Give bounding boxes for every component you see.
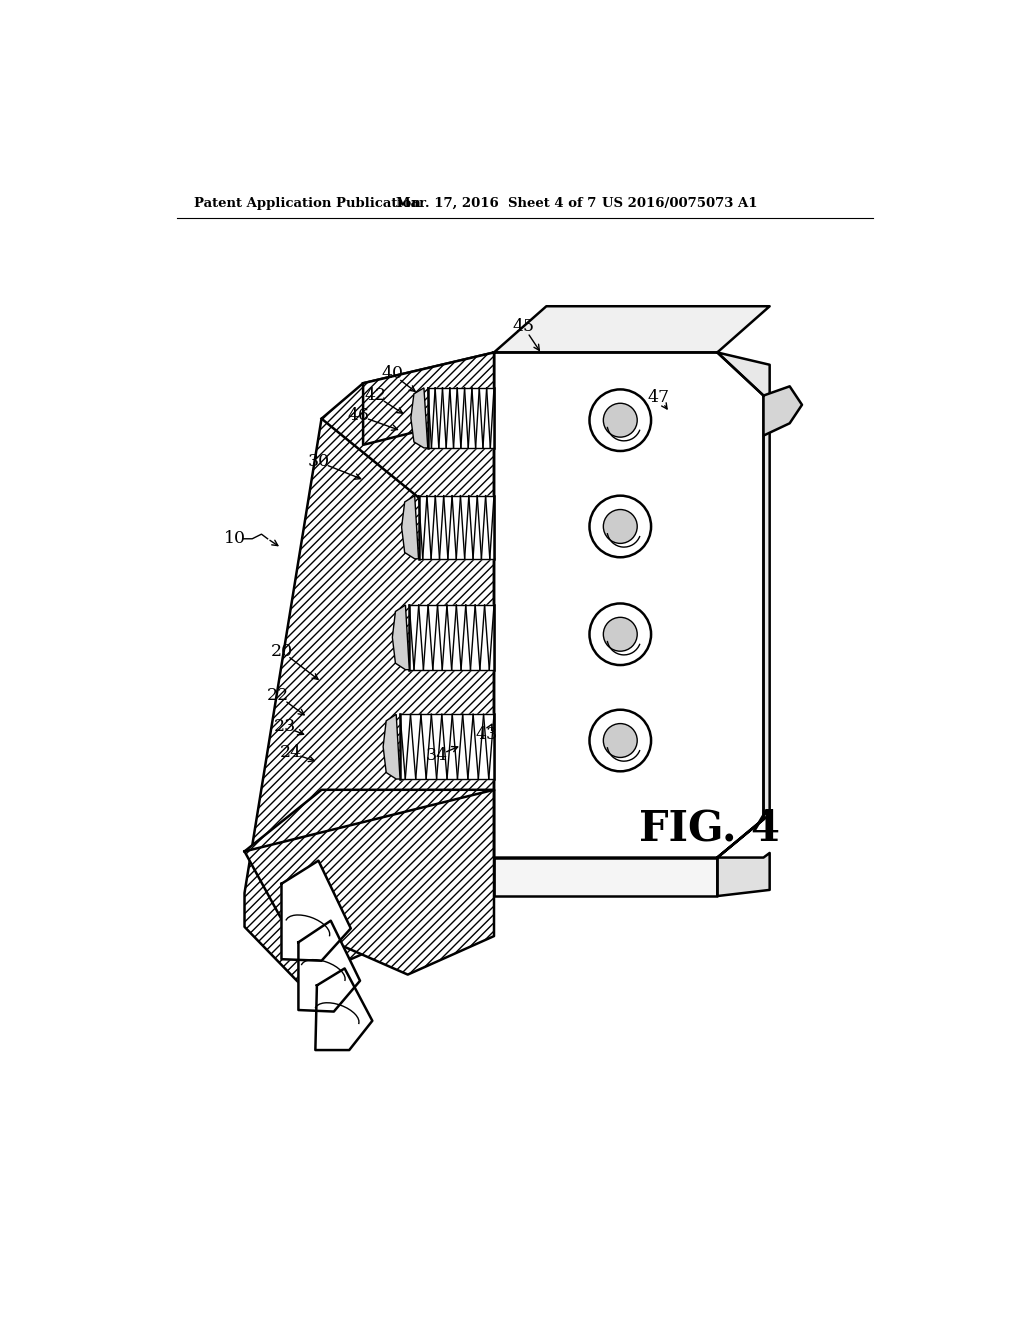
Text: 10: 10 xyxy=(224,531,247,548)
Text: Patent Application Publication: Patent Application Publication xyxy=(194,197,421,210)
Text: 46: 46 xyxy=(347,407,370,424)
Polygon shape xyxy=(401,496,419,558)
Circle shape xyxy=(603,618,637,651)
Polygon shape xyxy=(392,605,410,669)
Polygon shape xyxy=(315,969,373,1051)
Circle shape xyxy=(590,496,651,557)
Polygon shape xyxy=(494,858,717,896)
Circle shape xyxy=(590,710,651,771)
Circle shape xyxy=(603,723,637,758)
Polygon shape xyxy=(419,496,494,558)
Text: US 2016/0075073 A1: US 2016/0075073 A1 xyxy=(602,197,758,210)
Text: 20: 20 xyxy=(270,643,293,660)
Polygon shape xyxy=(245,352,494,982)
Text: 42: 42 xyxy=(365,387,386,404)
Text: 40: 40 xyxy=(381,366,403,383)
Polygon shape xyxy=(717,853,770,896)
Polygon shape xyxy=(364,352,494,445)
Text: 23: 23 xyxy=(273,718,296,735)
Text: 45: 45 xyxy=(512,318,535,335)
Polygon shape xyxy=(282,861,351,961)
Polygon shape xyxy=(245,789,494,974)
Text: FIG. 4: FIG. 4 xyxy=(639,808,779,849)
Circle shape xyxy=(603,404,637,437)
Polygon shape xyxy=(364,352,494,445)
Text: 34: 34 xyxy=(426,747,449,764)
Text: 47: 47 xyxy=(648,388,670,405)
Circle shape xyxy=(603,510,637,544)
Polygon shape xyxy=(717,352,770,858)
Circle shape xyxy=(590,603,651,665)
Polygon shape xyxy=(494,352,764,858)
Polygon shape xyxy=(245,789,494,974)
Text: 22: 22 xyxy=(267,688,290,705)
Text: Mar. 17, 2016  Sheet 4 of 7: Mar. 17, 2016 Sheet 4 of 7 xyxy=(396,197,597,210)
Polygon shape xyxy=(428,388,494,447)
Polygon shape xyxy=(400,714,494,779)
Polygon shape xyxy=(764,387,802,436)
Text: 30: 30 xyxy=(307,453,330,470)
Polygon shape xyxy=(411,388,428,447)
Text: 43: 43 xyxy=(475,726,498,743)
Polygon shape xyxy=(245,352,494,982)
Circle shape xyxy=(590,389,651,451)
Polygon shape xyxy=(383,714,400,779)
Polygon shape xyxy=(298,921,360,1011)
Text: 24: 24 xyxy=(280,744,302,762)
Polygon shape xyxy=(494,306,770,352)
Polygon shape xyxy=(410,605,494,669)
